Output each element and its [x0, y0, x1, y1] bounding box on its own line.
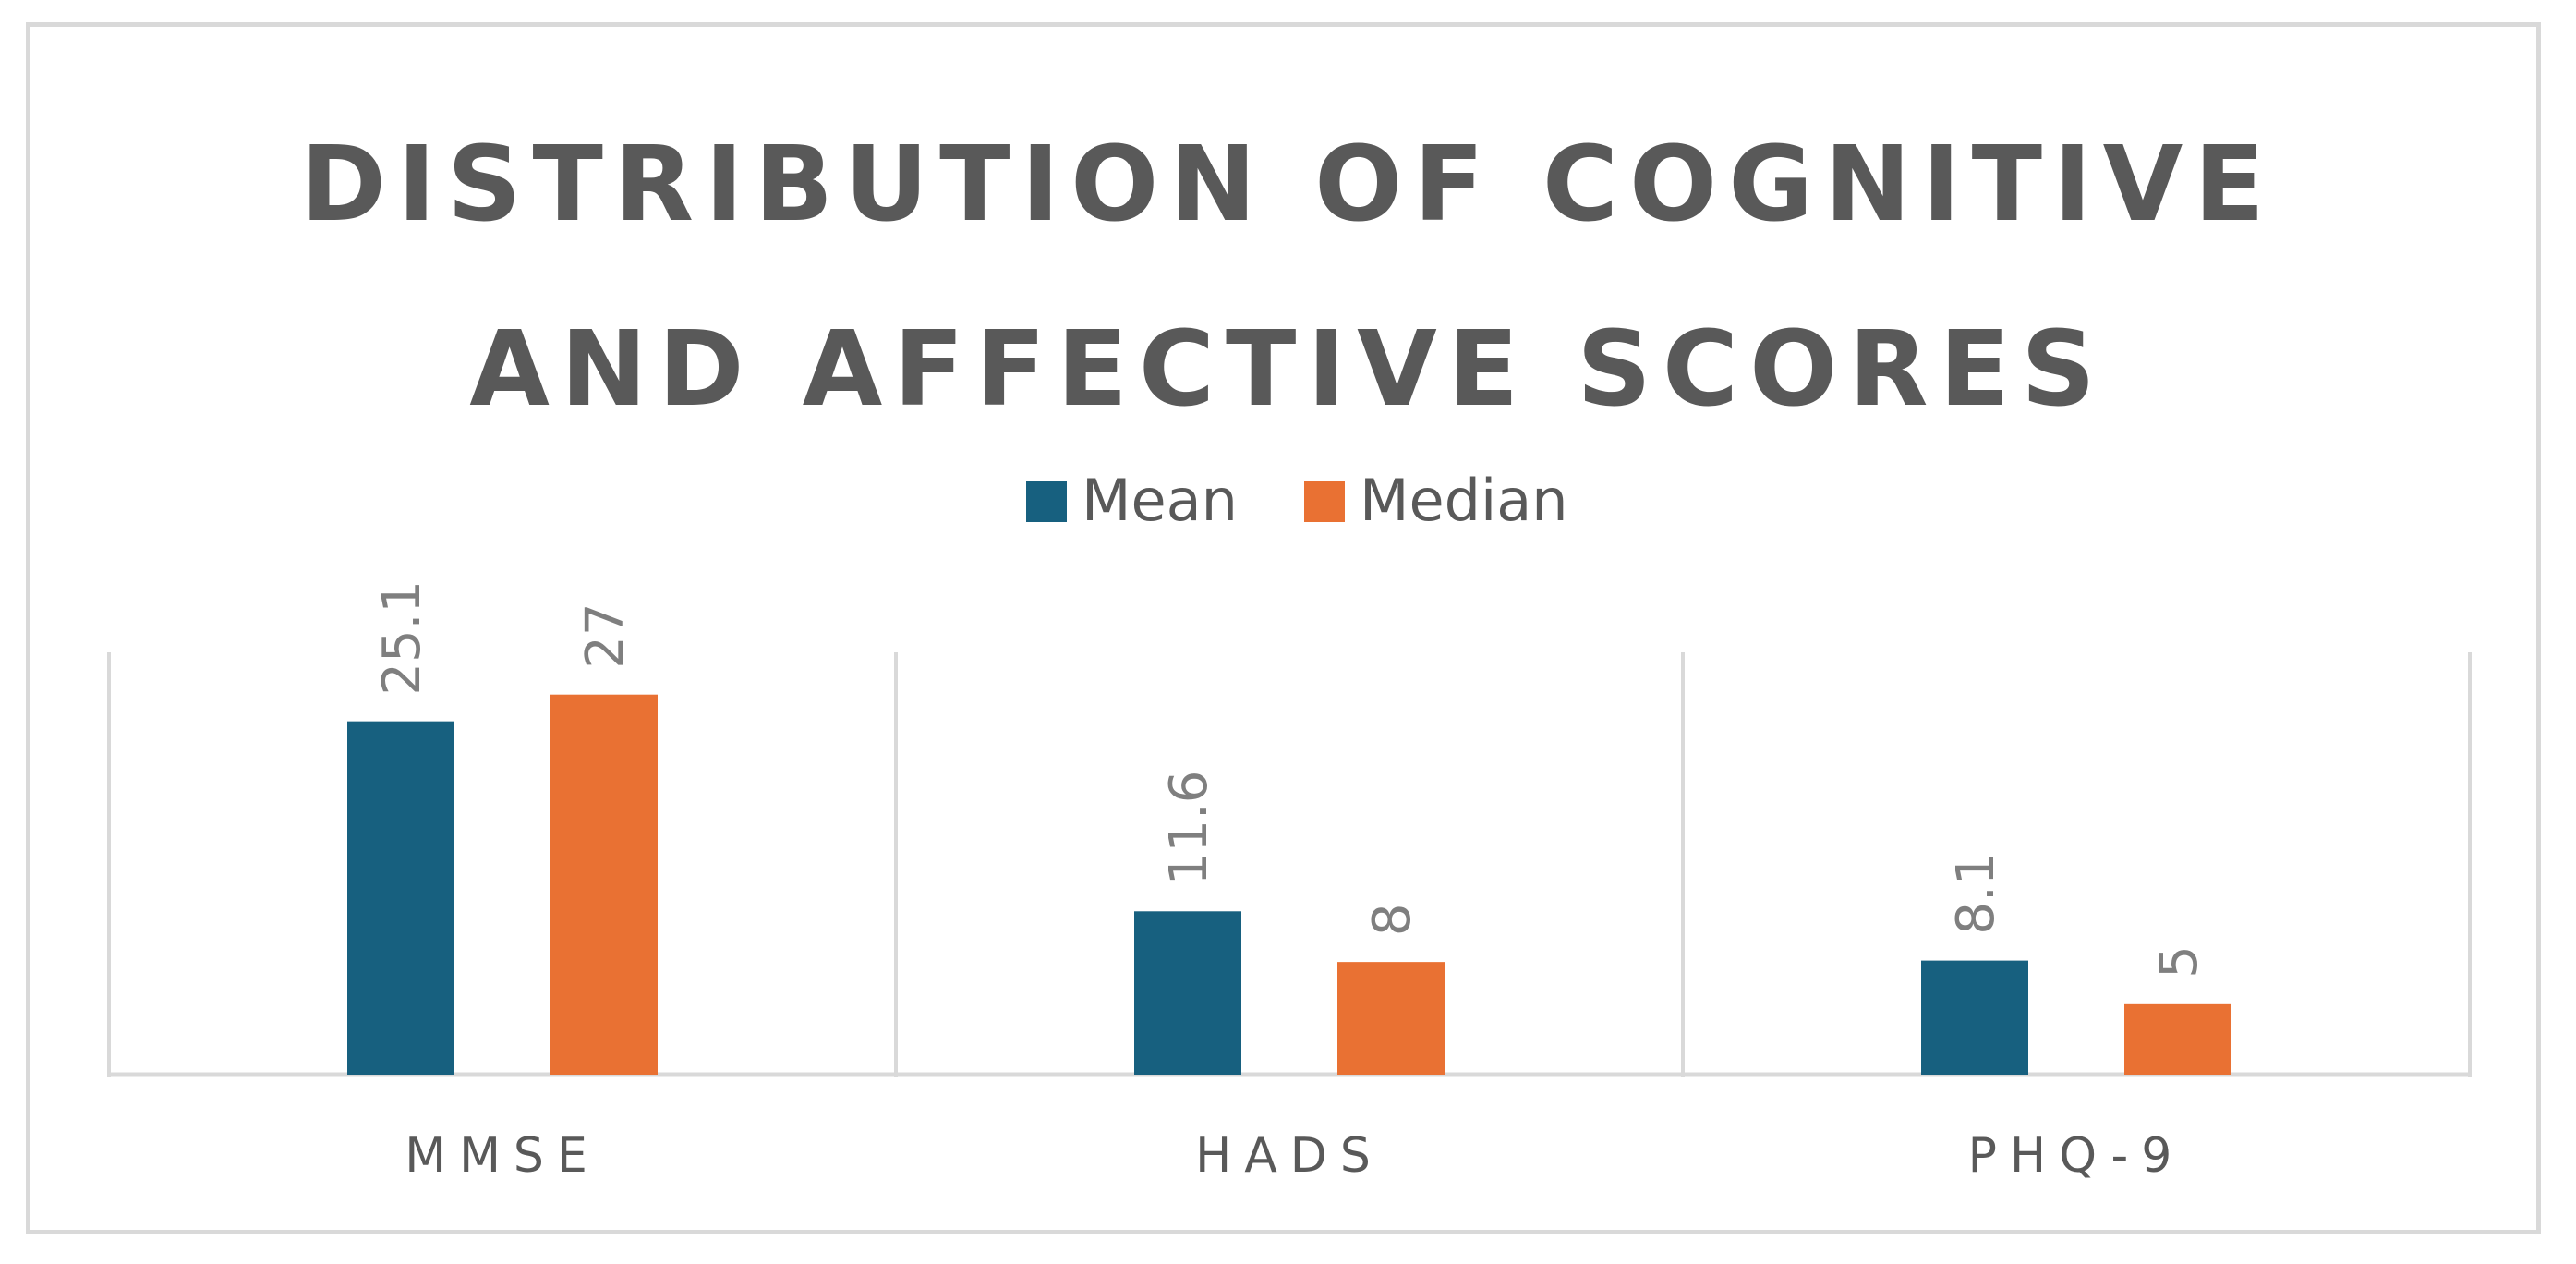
legend-swatch-median	[1304, 481, 1345, 522]
data-label: 25.1	[372, 580, 432, 696]
bars	[347, 694, 2231, 1075]
bar-mean-phq-9	[1921, 960, 2028, 1075]
data-label: 8	[1362, 903, 1422, 936]
axes	[107, 652, 2472, 1077]
x-tick-label: HADS	[1195, 1128, 1384, 1184]
legend: Mean Median	[1026, 467, 1568, 534]
x-tick-label: MMSE	[405, 1128, 600, 1184]
bar-mean-mmse	[347, 721, 454, 1075]
data-label: 27	[575, 602, 635, 668]
legend-label-median: Median	[1360, 467, 1568, 534]
data-label: 11.6	[1159, 771, 1219, 886]
data-label: 5	[2149, 945, 2209, 978]
x-tick-labels: MMSE HADS PHQ-9	[405, 1128, 2185, 1184]
data-labels: 25.1 27 11.6 8 8.1 5	[372, 580, 2209, 978]
legend-swatch-mean	[1026, 481, 1067, 522]
bar-median-mmse	[550, 694, 658, 1075]
data-label: 8.1	[1946, 853, 2006, 935]
bar-mean-hads	[1134, 911, 1241, 1075]
bar-median-hads	[1337, 962, 1445, 1075]
chart-title-line-2: AND AFFECTIVE SCORES	[469, 310, 2107, 430]
bar-median-phq-9	[2124, 1003, 2231, 1075]
chart-title-line-1: DISTRIBUTION OF COGNITIVE	[300, 125, 2276, 245]
x-tick-label: PHQ-9	[1968, 1128, 2185, 1184]
chart-title: DISTRIBUTION OF COGNITIVE AND AFFECTIVE …	[0, 92, 2576, 462]
legend-label-mean: Mean	[1082, 467, 1238, 534]
